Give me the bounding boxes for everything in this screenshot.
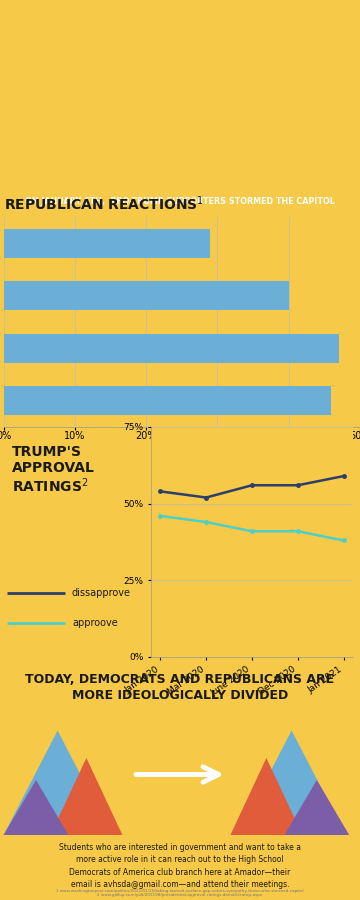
Bar	[4, 282, 289, 310]
Bar	[4, 229, 210, 257]
Bar	[4, 386, 332, 415]
Polygon shape	[50, 758, 122, 835]
Text: REPUBLICAN REACTIONS$^{1}$: REPUBLICAN REACTIONS$^{1}$	[4, 194, 204, 213]
Bar	[4, 334, 339, 363]
Text: THE RIOTS
ON CAPITOL
HILL: THE RIOTS ON CAPITOL HILL	[38, 26, 322, 152]
Polygon shape	[284, 780, 349, 835]
Text: approove: approove	[72, 617, 118, 627]
Polygon shape	[4, 731, 112, 835]
Polygon shape	[4, 780, 68, 835]
Text: ON JANUARY 6TH,  PRO-TRUMP SUPPORTERS STORMED THE CAPITOL: ON JANUARY 6TH, PRO-TRUMP SUPPORTERS STO…	[25, 196, 335, 205]
Text: TRUMP'S
APPROVAL
RATINGS$^2$: TRUMP'S APPROVAL RATINGS$^2$	[12, 446, 94, 495]
Polygon shape	[230, 758, 302, 835]
Polygon shape	[238, 731, 346, 835]
Text: 1 www.washingtonpost.com/politics/2021/01/15/taking-lawsuit-surface-gop-voters-s: 1 www.washingtonpost.com/politics/2021/0…	[56, 889, 304, 897]
Text: dissapprove: dissapprove	[72, 588, 131, 598]
Text: TODAY, DEMOCRATS AND REPUBLICANS ARE
MORE IDEOLOGICALLY DIVIDED: TODAY, DEMOCRATS AND REPUBLICANS ARE MOR…	[26, 673, 334, 702]
Text: Students who are interested in government and want to take a
more active role in: Students who are interested in governmen…	[59, 842, 301, 889]
